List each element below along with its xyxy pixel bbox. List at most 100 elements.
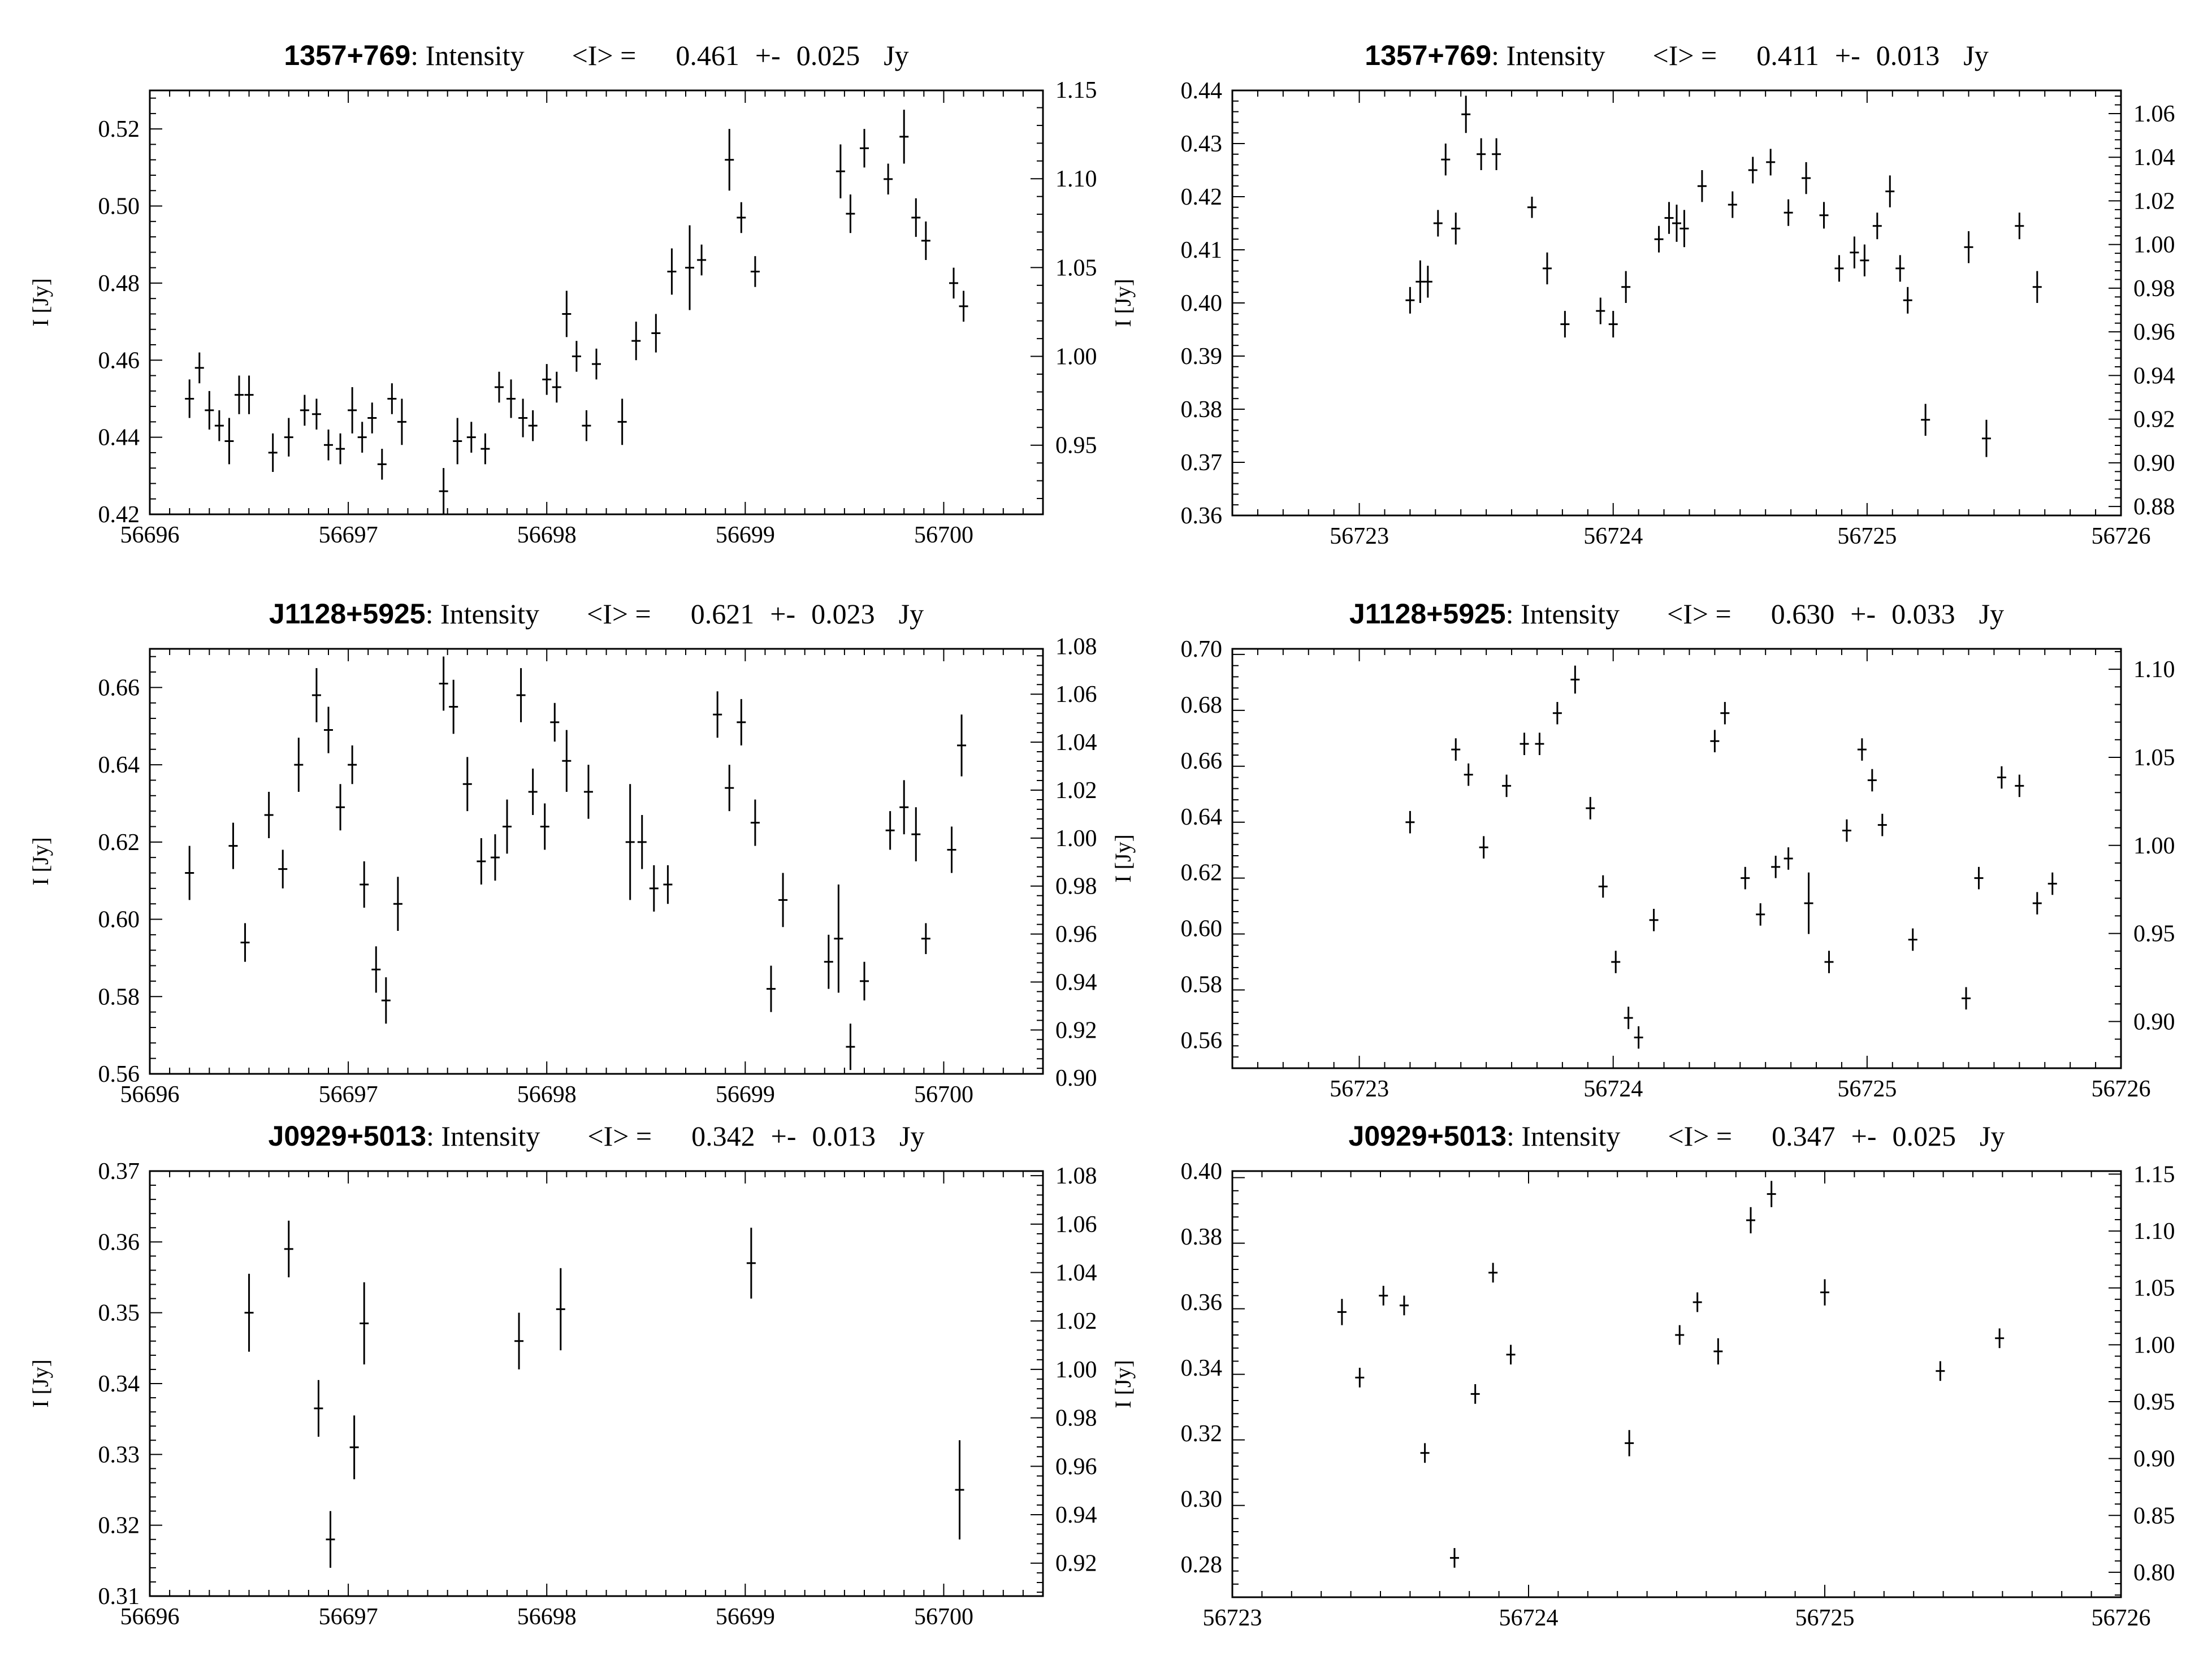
y-tick-label: 0.33 [98, 1442, 140, 1468]
data-point [1355, 1368, 1365, 1388]
data-point [1802, 162, 1811, 194]
data-point [1921, 404, 1930, 436]
y-tick-label: 0.43 [1181, 131, 1223, 157]
chart-panel-4: J1128+5925: Intensity <I> = 0.630 +- 0.033 Jy… [1110, 598, 2175, 1102]
data-point [194, 352, 204, 384]
data-point [1766, 149, 1776, 176]
data-point [1502, 774, 1512, 797]
x-tick-label: 56697 [319, 1082, 378, 1108]
data-point [1981, 419, 1991, 457]
data-point [617, 398, 627, 445]
x-tick-label: 56723 [1330, 1076, 1389, 1102]
y2-tick-label: 0.96 [1055, 1454, 1097, 1480]
y2-tick-label: 0.88 [2133, 494, 2175, 520]
data-point [1746, 1207, 1755, 1234]
y2-tick-label: 1.00 [2133, 833, 2175, 859]
data-point [540, 803, 549, 850]
y2-tick-label: 1.02 [1055, 1308, 1097, 1334]
data-point [1611, 951, 1621, 973]
y-tick-label: 0.28 [1181, 1552, 1223, 1578]
title-mean: 0.411 [1756, 40, 1819, 71]
data-point [2015, 213, 2024, 240]
data-point [737, 699, 746, 745]
x-tick-label: 56699 [716, 522, 775, 548]
data-point [1877, 813, 1887, 836]
data-point [311, 668, 321, 722]
title-mean-label: <I> = [587, 598, 651, 630]
y-axis-label: I [Jy] [1110, 279, 1136, 327]
y-tick-label: 0.48 [98, 271, 140, 297]
x-tick-label: 56726 [2092, 1605, 2151, 1631]
data-point [1748, 157, 1758, 184]
y-tick-label: 0.41 [1181, 237, 1223, 263]
x-tick-label: 56696 [120, 1082, 180, 1108]
data-point [1820, 1279, 1829, 1306]
y-axis-label: I [Jy] [1110, 834, 1136, 883]
y2-tick-label: 0.94 [1055, 1502, 1097, 1528]
data-point [697, 244, 707, 276]
y2-tick-label: 1.04 [2133, 145, 2175, 171]
data-point [507, 379, 516, 418]
data-point [324, 430, 333, 461]
data-point [649, 865, 659, 912]
y-tick-label: 0.64 [1181, 804, 1223, 830]
y-tick-label: 0.38 [1181, 397, 1223, 423]
chart-title: J0929+5013: Intensity <I> = 0.342 +- 0.013 Jy [269, 1120, 925, 1152]
y2-tick-label: 1.06 [2133, 101, 2175, 127]
data-point [1527, 197, 1536, 218]
data-point [477, 838, 486, 885]
data-point [449, 679, 458, 734]
title-pm: +- [1851, 1120, 1877, 1152]
data-point [583, 765, 593, 819]
y-tick-label: 0.39 [1181, 344, 1223, 370]
data-point [1492, 138, 1501, 170]
y2-tick-label: 1.00 [2133, 1332, 2175, 1358]
title-err: 0.025 [797, 40, 860, 71]
x-tick-label: 56697 [319, 1604, 378, 1630]
data-point [1767, 1181, 1776, 1207]
y2-tick-label: 0.90 [2133, 1009, 2175, 1035]
data-point [439, 656, 448, 711]
data-point [1697, 170, 1707, 202]
data-point [899, 110, 909, 164]
x-tick-label: 56700 [914, 1082, 973, 1108]
x-tick-label: 56698 [517, 522, 577, 548]
title-source: J1128+5925 [269, 598, 426, 630]
data-point [311, 398, 321, 430]
title-quantity: : Intensity [410, 40, 524, 71]
data-point [562, 730, 572, 792]
y2-tick-label: 0.90 [1055, 1065, 1097, 1091]
plot-frame [149, 1170, 1044, 1597]
data-point [562, 291, 572, 337]
data-point [592, 348, 601, 380]
data-point [921, 923, 930, 955]
data-point [725, 129, 734, 191]
data-point [185, 846, 194, 900]
x-tick-label: 56700 [914, 1604, 973, 1630]
data-point [667, 248, 677, 295]
data-point [1441, 144, 1451, 176]
y2-tick-label: 0.96 [2133, 319, 2175, 345]
data-point [1784, 847, 1793, 870]
y2-tick-label: 0.98 [1055, 874, 1097, 900]
data-point [1560, 311, 1570, 338]
y2-tick-label: 1.05 [2133, 745, 2175, 771]
data-point [1857, 738, 1867, 761]
y2-tick-label: 1.05 [1055, 255, 1097, 281]
y-tick-label: 0.52 [98, 116, 140, 142]
data-point [556, 1268, 565, 1351]
y-tick-label: 0.34 [98, 1371, 140, 1397]
title-mean-label: <I> = [1667, 598, 1731, 630]
y2-tick-label: 0.92 [1055, 1017, 1097, 1043]
y-axis-label: I [Jy] [28, 1359, 53, 1408]
data-point [244, 375, 254, 414]
title-pm: +- [1850, 598, 1876, 630]
data-point [1834, 255, 1844, 282]
title-err: 0.033 [1891, 598, 1955, 630]
y-tick-label: 0.64 [98, 752, 140, 778]
x-tick-label: 56696 [120, 522, 180, 548]
data-point [1379, 1286, 1388, 1306]
data-point [542, 364, 552, 395]
y2-tick-label: 1.02 [1055, 778, 1097, 804]
data-point [1405, 287, 1415, 314]
